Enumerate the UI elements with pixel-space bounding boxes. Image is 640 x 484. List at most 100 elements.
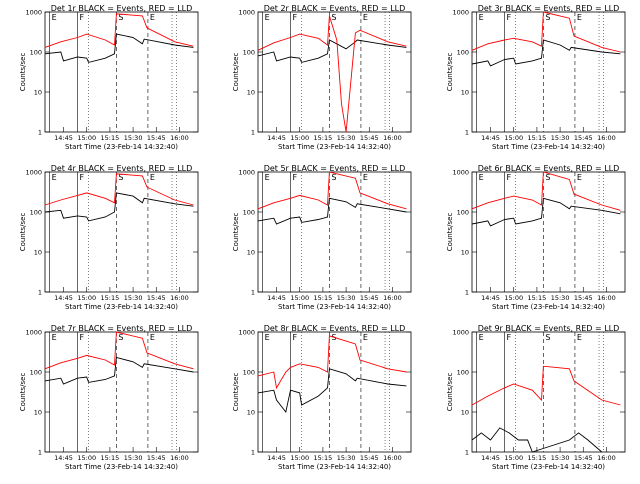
- y-tick-label: 1: [465, 289, 469, 297]
- series-red: [257, 335, 407, 390]
- panel-det-9r: Det 9r BLACK = Events, RED = LLD Counts/s…: [446, 324, 626, 471]
- event-marker-label: F: [79, 13, 84, 22]
- series-red: [471, 365, 621, 406]
- y-tick-label: 1000: [238, 9, 255, 17]
- x-tick-label: 15:30: [551, 454, 570, 462]
- panel-det-7r: Det 7r BLACK = Events, RED = LLD Counts/s…: [19, 324, 199, 471]
- event-marker-label: E: [52, 333, 57, 342]
- x-tick-label: 15:45: [360, 454, 379, 462]
- y-tick-label: 10: [247, 89, 255, 97]
- y-axis-label: Counts/sec: [446, 213, 454, 252]
- series-red: [257, 171, 407, 210]
- x-tick-label: 15:15: [101, 134, 120, 142]
- x-tick-label: 16:00: [170, 134, 189, 142]
- y-tick-label: 1000: [452, 9, 469, 17]
- x-tick-label: 15:45: [574, 294, 593, 302]
- x-tick-label: 15:00: [77, 454, 96, 462]
- x-tick-label: 15:00: [290, 294, 309, 302]
- y-tick-label: 1: [251, 129, 255, 137]
- x-tick-label: 15:30: [124, 294, 143, 302]
- series-red: [471, 171, 621, 211]
- y-tick-label: 100: [457, 369, 469, 377]
- y-tick-label: 10: [461, 409, 469, 417]
- panel-title: Det 9r BLACK = Events, RED = LLD: [478, 324, 620, 333]
- x-tick-label: 16:00: [170, 294, 189, 302]
- panel-title: Det 7r BLACK = Events, RED = LLD: [51, 324, 193, 333]
- x-tick-label: 14:45: [481, 134, 500, 142]
- y-tick-label: 100: [457, 209, 469, 217]
- x-tick-label: 15:30: [337, 134, 356, 142]
- event-marker-label: E: [577, 173, 582, 182]
- event-marker-label: S: [331, 13, 336, 22]
- x-tick-label: 15:45: [147, 454, 166, 462]
- series-black: [471, 39, 621, 67]
- x-axis-label: Start Time (23-Feb-14 14:32:40): [492, 463, 605, 471]
- panel-det-5r: Det 5r BLACK = Events, RED = LLD Counts/s…: [232, 164, 412, 311]
- series-black: [44, 356, 194, 385]
- x-tick-label: 15:15: [528, 294, 547, 302]
- x-tick-label: 15:30: [337, 294, 356, 302]
- x-axis-label: Start Time (23-Feb-14 14:32:40): [278, 143, 391, 151]
- y-axis-label: Counts/sec: [19, 373, 27, 412]
- x-tick-label: 15:30: [337, 454, 356, 462]
- y-tick-label: 10: [461, 249, 469, 257]
- event-marker-label: S: [545, 333, 550, 342]
- event-marker-label: F: [292, 173, 297, 182]
- y-axis-label: Counts/sec: [446, 53, 454, 92]
- event-marker-label: S: [545, 173, 550, 182]
- x-tick-label: 14:45: [54, 294, 73, 302]
- event-marker-label: E: [363, 13, 368, 22]
- x-tick-label: 16:00: [597, 294, 616, 302]
- y-tick-label: 100: [30, 369, 42, 377]
- y-tick-label: 1: [465, 449, 469, 457]
- event-marker-label: E: [265, 13, 270, 22]
- x-tick-label: 16:00: [383, 294, 402, 302]
- x-tick-label: 15:15: [314, 454, 333, 462]
- event-marker-label: S: [118, 13, 123, 22]
- y-tick-label: 10: [247, 409, 255, 417]
- event-marker-label: F: [79, 173, 84, 182]
- x-axis-label: Start Time (23-Feb-14 14:32:40): [492, 143, 605, 151]
- y-tick-label: 10: [461, 89, 469, 97]
- series-red: [257, 15, 407, 133]
- event-marker-label: F: [79, 333, 84, 342]
- y-tick-label: 1000: [25, 169, 42, 177]
- event-marker-label: E: [363, 333, 368, 342]
- event-marker-label: F: [506, 13, 511, 22]
- x-tick-label: 15:00: [77, 134, 96, 142]
- x-tick-label: 15:15: [314, 134, 333, 142]
- x-tick-label: 15:30: [124, 134, 143, 142]
- panel-det-1r: Det 1r BLACK = Events, RED = LLD Counts/s…: [19, 4, 199, 151]
- event-marker-label: S: [331, 173, 336, 182]
- event-marker-label: E: [150, 13, 155, 22]
- x-axis-label: Start Time (23-Feb-14 14:32:40): [278, 463, 391, 471]
- event-marker-label: F: [292, 13, 297, 22]
- x-tick-label: 16:00: [383, 134, 402, 142]
- y-tick-label: 100: [457, 49, 469, 57]
- event-marker-label: F: [292, 333, 297, 342]
- x-tick-label: 15:00: [290, 134, 309, 142]
- event-marker-label: E: [265, 173, 270, 182]
- x-tick-label: 16:00: [383, 454, 402, 462]
- panel-title: Det 1r BLACK = Events, RED = LLD: [51, 4, 193, 13]
- event-marker-label: E: [479, 333, 484, 342]
- x-tick-label: 15:45: [147, 294, 166, 302]
- y-tick-label: 10: [34, 89, 42, 97]
- x-axis-label: Start Time (23-Feb-14 14:32:40): [65, 143, 178, 151]
- x-tick-label: 14:45: [267, 294, 286, 302]
- panel-det-4r: Det 4r BLACK = Events, RED = LLD Counts/s…: [19, 164, 199, 311]
- x-tick-label: 15:45: [360, 134, 379, 142]
- event-marker-label: E: [52, 13, 57, 22]
- panel-det-8r: Det 8r BLACK = Events, RED = LLD Counts/s…: [232, 324, 412, 471]
- x-tick-label: 14:45: [481, 294, 500, 302]
- event-marker-label: E: [150, 173, 155, 182]
- panel-title: Det 2r BLACK = Events, RED = LLD: [264, 4, 406, 13]
- y-tick-label: 1000: [238, 329, 255, 337]
- event-marker-label: S: [118, 173, 123, 182]
- plot-frame: [257, 331, 412, 453]
- event-marker-label: E: [479, 13, 484, 22]
- x-axis-label: Start Time (23-Feb-14 14:32:40): [65, 463, 178, 471]
- plot-frame: [471, 11, 626, 133]
- x-tick-label: 15:15: [314, 294, 333, 302]
- x-axis-label: Start Time (23-Feb-14 14:32:40): [278, 303, 391, 311]
